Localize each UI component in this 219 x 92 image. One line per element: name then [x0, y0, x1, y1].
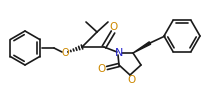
Text: O: O — [110, 22, 118, 32]
Text: O: O — [61, 48, 69, 58]
Polygon shape — [133, 42, 151, 53]
Text: N: N — [115, 48, 123, 58]
Text: O: O — [98, 64, 106, 74]
Text: O: O — [128, 75, 136, 85]
